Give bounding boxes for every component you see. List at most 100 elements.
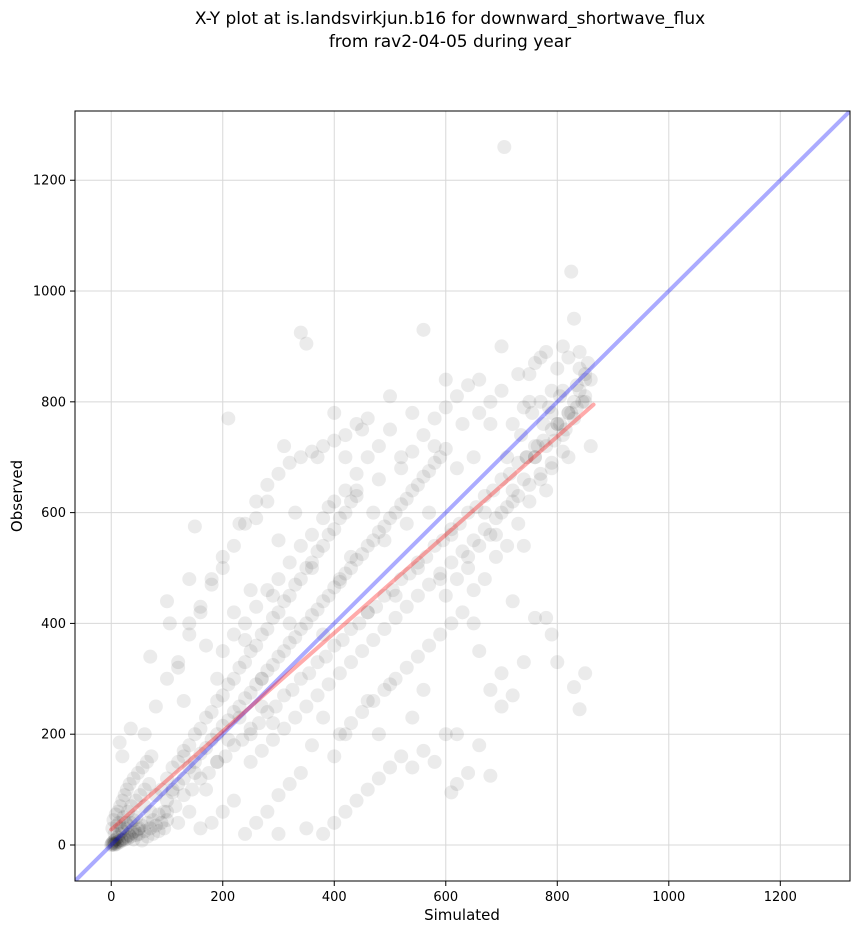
scatter-point-386	[533, 472, 548, 487]
scatter-point-306	[377, 519, 392, 534]
scatter-point-296	[321, 588, 336, 603]
scatter-point-274	[199, 741, 214, 756]
scatter-point-375	[505, 483, 520, 498]
scatter-point-185	[494, 666, 509, 681]
x-tick-label-3: 600	[433, 890, 458, 905]
scatter-point-142	[466, 450, 481, 465]
scatter-point-295	[316, 594, 331, 609]
scatter-point-148	[497, 140, 512, 155]
scatter-point-107	[271, 533, 286, 548]
scatter-point-410	[550, 361, 565, 376]
scatter-point-226	[210, 754, 225, 769]
scatter-point-2	[105, 835, 120, 850]
scatter-point-40	[109, 818, 124, 833]
scatter-point-322	[193, 771, 208, 786]
scatter-point-281	[238, 691, 253, 706]
scatter-point-129	[394, 450, 409, 465]
scatter-point-197	[494, 699, 509, 714]
scatter-point-238	[193, 721, 208, 736]
scatter-point-463	[299, 699, 314, 714]
y-axis-label: Observed	[8, 460, 26, 532]
scatter-point-343	[369, 599, 384, 614]
scatter-point-379	[550, 416, 565, 431]
scatter-point-53	[126, 771, 141, 786]
scatter-point-8	[108, 832, 123, 847]
scatter-point-209	[304, 738, 319, 753]
scatter-point-117	[327, 405, 342, 420]
scatter-point-252	[271, 605, 286, 620]
scatter-point-10	[110, 830, 125, 845]
scatter-point-79	[154, 815, 169, 830]
scatter-point-262	[327, 522, 342, 537]
scatter-point-294	[310, 602, 325, 617]
scatter-point-146	[488, 527, 503, 542]
scatter-point-173	[371, 771, 386, 786]
scatter-point-413	[567, 411, 582, 426]
scatter-point-15	[116, 831, 131, 846]
scatter-point-447	[405, 444, 420, 459]
scatter-point-153	[522, 394, 537, 409]
scatter-point-357	[486, 483, 501, 498]
scatter-point-144	[477, 505, 492, 520]
scatter-point-20	[123, 815, 138, 830]
scatter-point-94	[199, 638, 214, 653]
scatter-point-59	[139, 754, 154, 769]
scatter-point-259	[310, 544, 325, 559]
scatter-point-311	[405, 483, 420, 498]
scatter-point-77	[148, 818, 163, 833]
scatter-point-39	[108, 807, 123, 822]
scatter-point-70	[129, 828, 144, 843]
scatter-point-471	[388, 610, 403, 625]
scatter-point-174	[383, 760, 398, 775]
scatter-point-84	[123, 721, 138, 736]
scatter-point-495	[226, 538, 241, 553]
scatter-point-504	[327, 433, 342, 448]
scatter-point-65	[115, 833, 130, 848]
scatter-point-261	[321, 527, 336, 542]
scatter-point-62	[107, 837, 122, 852]
scatter-point-6	[107, 833, 122, 848]
scatter-point-122	[355, 422, 370, 437]
scatter-point-389	[500, 538, 515, 553]
scatter-point-435	[271, 572, 286, 587]
scatter-point-194	[578, 666, 593, 681]
scatter-point-17	[119, 829, 134, 844]
scatter-point-25	[131, 822, 146, 837]
scatter-point-454	[483, 394, 498, 409]
scatter-point-169	[327, 815, 342, 830]
scatter-point-348	[410, 555, 425, 570]
scatter-point-452	[461, 378, 476, 393]
scatter-point-248	[249, 638, 264, 653]
scatter-point-163	[572, 361, 587, 376]
scatter-point-430	[215, 644, 230, 659]
scatter-point-266	[349, 489, 364, 503]
scatter-point-305	[371, 525, 386, 540]
scatter-point-464	[310, 688, 325, 703]
scatter-point-365	[553, 416, 568, 431]
scatter-point-260	[316, 538, 331, 553]
scatter-point-234	[171, 754, 186, 769]
scatter-point-340	[343, 621, 358, 636]
scatter-point-429	[514, 428, 529, 443]
scatter-point-481	[500, 500, 515, 515]
scatter-point-369	[438, 588, 453, 603]
scatter-point-26	[132, 821, 147, 836]
scatter-point-477	[455, 544, 470, 559]
scatter-point-275	[204, 732, 219, 747]
scatter-point-356	[477, 489, 492, 503]
scatter-point-55	[131, 765, 146, 780]
scatter-point-415	[578, 367, 593, 382]
scatter-point-276	[210, 727, 225, 742]
scatter-point-256	[293, 572, 308, 587]
scatter-point-160	[561, 450, 576, 465]
scatter-point-395	[433, 627, 448, 642]
scatter-point-132	[410, 561, 425, 576]
scatter-point-64	[112, 835, 127, 850]
scatter-point-314	[422, 464, 437, 479]
scatter-point-135	[427, 439, 442, 454]
scatter-point-76	[146, 826, 161, 841]
scatter-point-331	[268, 699, 283, 714]
scatter-point-390	[488, 549, 503, 564]
scatter-point-507	[360, 411, 375, 426]
scatter-point-237	[187, 727, 202, 742]
